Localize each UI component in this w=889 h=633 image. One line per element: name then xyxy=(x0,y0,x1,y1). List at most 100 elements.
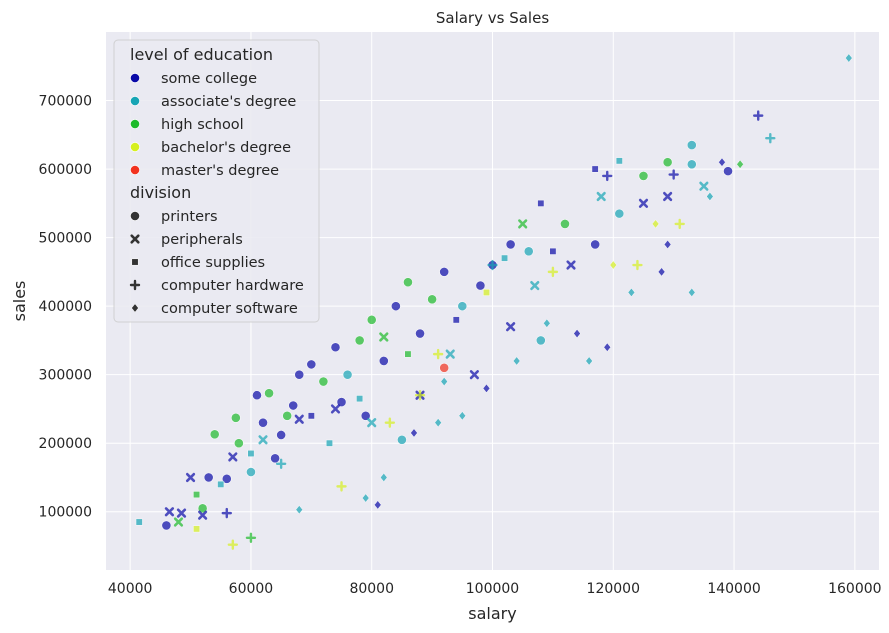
data-point xyxy=(452,316,460,324)
data-point xyxy=(718,157,726,167)
data-points xyxy=(135,53,853,550)
legend-hue-label: master's degree xyxy=(161,163,279,179)
data-point xyxy=(270,453,280,464)
data-point xyxy=(193,525,201,533)
data-point xyxy=(294,414,304,424)
data-point xyxy=(276,430,287,440)
y-tick-label: 500000 xyxy=(39,231,92,247)
legend-style-title: division xyxy=(130,183,191,202)
data-point xyxy=(657,267,666,277)
data-point xyxy=(723,166,733,177)
data-point xyxy=(686,159,697,170)
data-point xyxy=(547,266,559,278)
legend-box xyxy=(113,39,320,323)
data-point xyxy=(627,287,636,298)
data-point xyxy=(221,473,232,484)
data-point xyxy=(596,191,606,202)
data-point xyxy=(135,518,143,526)
data-point xyxy=(440,376,448,387)
data-point xyxy=(632,259,643,271)
data-point xyxy=(193,491,201,499)
data-point xyxy=(535,335,546,346)
data-point xyxy=(651,219,660,229)
legend-color-swatch xyxy=(130,96,140,106)
legend-hue-label: high school xyxy=(161,117,244,133)
data-point xyxy=(374,500,382,510)
legend-style-label: computer software xyxy=(161,301,298,317)
data-point xyxy=(221,507,232,519)
legend-color-swatch xyxy=(130,165,140,175)
x-tick-label: 120000 xyxy=(587,581,640,597)
x-tick-label: 140000 xyxy=(707,581,760,597)
data-point xyxy=(247,450,255,457)
data-point xyxy=(342,369,353,380)
x-tick-label: 80000 xyxy=(349,581,394,597)
x-tick-label: 60000 xyxy=(229,581,274,597)
y-tick-label: 600000 xyxy=(39,162,92,178)
data-point xyxy=(294,369,305,380)
chart-title: Salary vs Sales xyxy=(436,9,549,27)
data-point xyxy=(217,480,225,488)
data-point xyxy=(209,429,220,440)
y-tick-label: 200000 xyxy=(39,436,92,452)
legend-circle-marker xyxy=(130,211,140,221)
data-point xyxy=(566,260,576,270)
data-point xyxy=(233,438,244,449)
data-point xyxy=(397,434,407,445)
data-point xyxy=(410,428,418,438)
data-point xyxy=(615,157,623,165)
data-point xyxy=(390,301,401,312)
data-point xyxy=(614,208,625,219)
data-point xyxy=(198,510,208,520)
legend-style-label: office supplies xyxy=(161,255,265,271)
data-point xyxy=(366,314,377,325)
data-point xyxy=(543,318,551,328)
data-point xyxy=(379,332,389,342)
data-point xyxy=(185,472,196,483)
legend-color-swatch xyxy=(130,119,140,129)
data-point xyxy=(295,505,303,515)
data-point xyxy=(414,390,426,401)
data-point xyxy=(662,157,673,168)
data-point xyxy=(227,539,239,550)
data-point xyxy=(378,356,389,366)
data-point xyxy=(638,171,649,181)
data-point xyxy=(483,288,490,296)
data-point xyxy=(439,266,450,277)
data-point xyxy=(518,219,528,229)
data-point xyxy=(354,335,365,346)
legend: level of education division some college… xyxy=(113,39,320,323)
data-point xyxy=(487,259,498,271)
data-point xyxy=(753,110,764,121)
data-point xyxy=(736,159,744,169)
data-point xyxy=(560,218,570,229)
legend-hue-title: level of education xyxy=(130,45,273,64)
data-point xyxy=(245,532,257,543)
data-point xyxy=(336,481,347,492)
data-point xyxy=(288,400,299,411)
data-point xyxy=(361,493,370,503)
legend-square-marker xyxy=(131,258,139,266)
data-point xyxy=(161,520,172,531)
data-point xyxy=(549,247,557,255)
data-point xyxy=(360,410,371,421)
data-point xyxy=(686,140,697,150)
data-point xyxy=(307,412,315,420)
legend-hue-label: bachelor's degree xyxy=(161,140,291,156)
y-axis-label: sales xyxy=(10,281,29,322)
data-point xyxy=(404,350,412,358)
legend-hue-label: some college xyxy=(161,71,257,87)
data-point xyxy=(530,280,540,291)
data-point xyxy=(523,246,534,257)
y-tick-label: 700000 xyxy=(39,94,92,110)
data-point xyxy=(356,395,364,403)
legend-style-label: printers xyxy=(161,209,218,225)
data-point xyxy=(512,356,521,366)
data-point xyxy=(306,359,317,370)
data-point xyxy=(197,503,208,514)
data-point xyxy=(706,191,714,202)
data-point xyxy=(228,452,238,462)
data-point xyxy=(688,287,696,298)
data-point xyxy=(439,362,450,373)
